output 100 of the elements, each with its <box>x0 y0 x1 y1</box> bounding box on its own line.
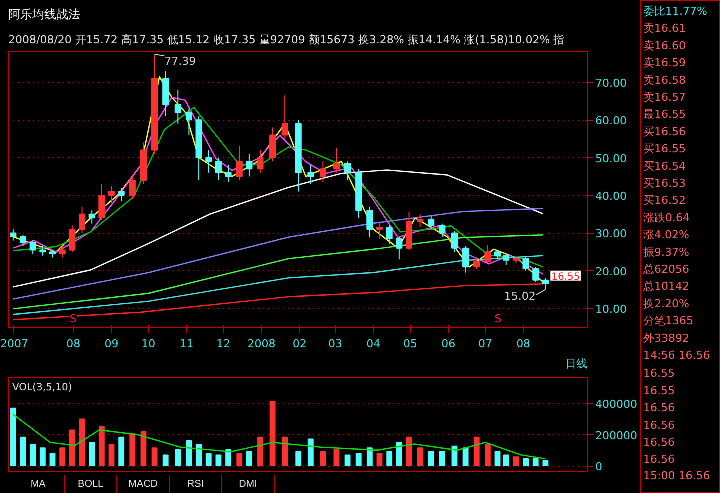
text: 最16.55 <box>644 108 686 122</box>
candlestick <box>542 278 549 290</box>
bar <box>20 436 26 467</box>
bar <box>130 433 136 467</box>
text: 卖16.58 <box>644 74 686 87</box>
candlestick <box>386 225 393 246</box>
candlestick <box>344 161 352 181</box>
x-tick-label: 12 <box>216 338 231 350</box>
y-tick-label: 200000 <box>596 429 638 442</box>
bar <box>10 408 16 467</box>
candlestick <box>10 228 17 242</box>
candlestick <box>270 127 276 162</box>
bar <box>386 451 393 467</box>
candlestick <box>40 246 46 256</box>
candlestick <box>474 257 480 270</box>
bar <box>175 449 182 467</box>
y-tick-label: 70.00 <box>596 76 627 90</box>
candlestick <box>30 240 36 254</box>
bar <box>118 436 125 467</box>
x-tick-label: 08 <box>516 338 531 350</box>
candlestick <box>186 108 192 136</box>
bar <box>503 454 510 467</box>
text: 卖16.59 <box>644 56 686 70</box>
bar <box>344 454 351 467</box>
bar <box>296 451 302 467</box>
bar <box>69 430 76 467</box>
x-tick-label: 02 <box>292 338 307 350</box>
text: MA <box>30 479 46 490</box>
x-tick-label: 11 <box>180 338 194 350</box>
bar <box>428 451 434 467</box>
bar <box>206 453 212 467</box>
candlestick <box>532 266 540 283</box>
bar <box>494 451 501 467</box>
annotation: 15.02 <box>504 290 536 303</box>
text: 总10142 <box>642 280 690 294</box>
bar <box>89 442 96 467</box>
bar <box>513 456 520 467</box>
bar <box>226 449 232 467</box>
bar <box>532 458 539 467</box>
bar <box>439 451 446 467</box>
x-tick-label: 04 <box>366 338 381 350</box>
annotation: S <box>70 312 77 326</box>
text: 分笔1365 <box>644 314 694 328</box>
chart-subtitle: 2008/08/20 开15.72 高17.35 低15.12 收17.35 量92709 额15673 换3.28% 振14.14% 涨(1.58)10.02% 指 <box>8 34 565 46</box>
candlestick <box>417 214 424 228</box>
text: 买16.52 <box>644 194 686 208</box>
y-tick-label: 50.00 <box>596 152 627 166</box>
bar <box>246 451 252 467</box>
candlestick <box>320 161 326 183</box>
text: MACD <box>128 479 158 490</box>
annotation: 77.39 <box>164 55 196 68</box>
bar <box>152 448 158 467</box>
text: 16.55 <box>644 367 675 380</box>
bar <box>417 448 424 467</box>
x-tick-label: 05 <box>403 338 418 350</box>
candlestick <box>236 146 243 181</box>
x-tick-label: 07 <box>478 338 492 350</box>
line-series <box>12 208 544 300</box>
text: 涨跌0.64 <box>644 211 690 224</box>
bar <box>98 426 105 467</box>
candlestick <box>88 210 96 224</box>
candlestick <box>494 250 502 260</box>
chart-title: 阿乐均线战法 <box>8 8 80 22</box>
text: 委比11.77% <box>644 5 708 18</box>
bar <box>282 436 288 467</box>
candlestick <box>333 148 340 174</box>
text: 16.55 <box>644 384 675 398</box>
candlestick <box>129 174 136 200</box>
bar <box>320 451 326 467</box>
bar <box>140 432 147 467</box>
line-series <box>12 170 544 288</box>
candlestick <box>282 95 288 140</box>
text: 日线 <box>566 358 588 370</box>
bar <box>270 401 276 467</box>
text: BOLL <box>78 479 104 490</box>
x-tick-label: 06 <box>442 338 456 350</box>
bar <box>462 448 469 467</box>
candlestick <box>206 150 212 174</box>
candlestick <box>451 230 458 253</box>
text: 16.56 <box>644 418 675 432</box>
annotation: 16.55 <box>552 272 580 283</box>
y-tick-label: 400000 <box>596 398 638 412</box>
y-tick-label: 40.00 <box>596 190 627 204</box>
candlestick <box>174 89 182 124</box>
bar <box>376 453 383 467</box>
bar <box>484 444 491 467</box>
candlestick <box>428 216 435 230</box>
candlestick <box>225 164 232 183</box>
bar <box>474 436 480 467</box>
candlestick <box>78 206 86 234</box>
candlestick <box>462 246 470 274</box>
bar <box>334 449 340 467</box>
bar <box>162 454 169 467</box>
candlestick <box>69 225 76 253</box>
text: 16.56 <box>644 453 675 466</box>
bar <box>258 436 264 467</box>
x-tick-label: 03 <box>328 338 342 350</box>
bar <box>216 454 222 467</box>
candlestick <box>215 157 222 181</box>
bar <box>542 460 549 467</box>
